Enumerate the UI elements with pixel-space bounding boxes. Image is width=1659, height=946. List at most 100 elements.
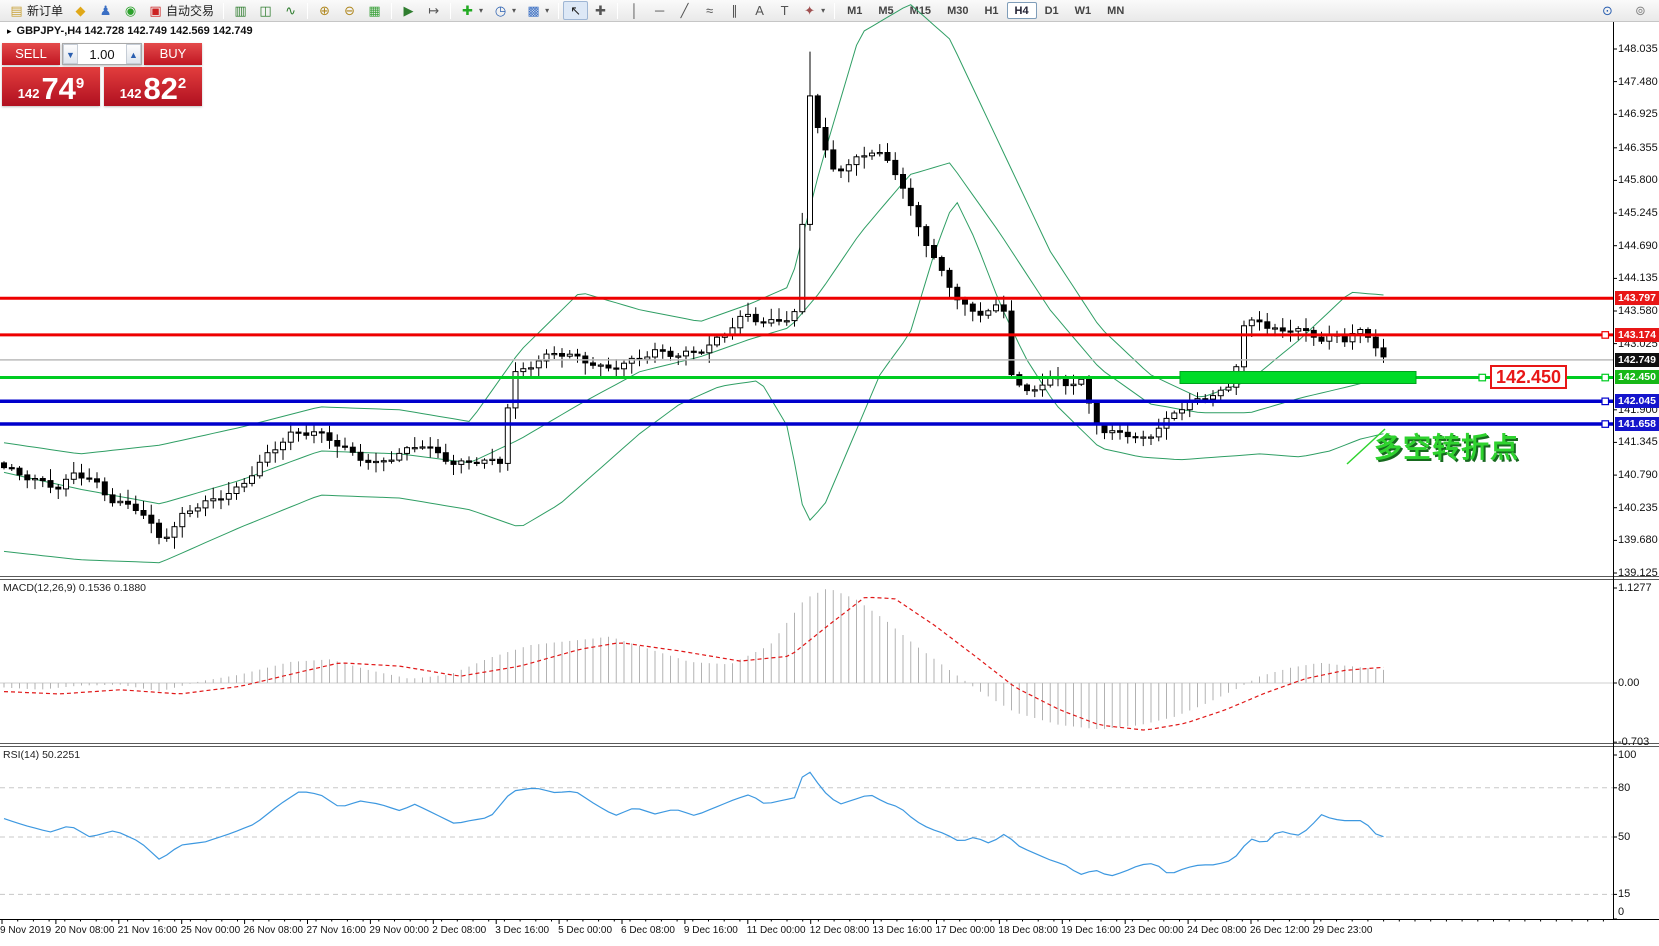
- time-tick-label: 20 Nov 08:00: [54, 925, 115, 936]
- autotrade-button[interactable]: ▣ 自动交易: [143, 1, 219, 20]
- autotrade-button-label: 自动交易: [166, 4, 215, 18]
- arrows-button[interactable]: ✦ ▾: [797, 1, 830, 20]
- chevron-down-icon[interactable]: ▾: [479, 6, 484, 15]
- search-button[interactable]: ⊙: [1595, 1, 1620, 20]
- rsi-line: [3, 771, 1384, 877]
- price-axis-line: [1613, 22, 1614, 919]
- new-order-icon: ▤: [10, 3, 23, 18]
- tile-windows-button[interactable]: ▦: [362, 1, 387, 20]
- volume-stepper: ▼ 1.00 ▲: [62, 43, 142, 65]
- price-tick-label: 146.925: [1618, 108, 1658, 121]
- new-order-button[interactable]: ▤ 新订单: [4, 1, 68, 20]
- rsi-indicator-label: RSI(14) 50.2251: [3, 749, 81, 761]
- time-tick-label: 12 Dec 08:00: [809, 925, 870, 936]
- buy-button[interactable]: BUY: [144, 43, 202, 65]
- signal-icon: ◉: [124, 3, 137, 18]
- line-chart-button[interactable]: ∿: [278, 1, 303, 20]
- line-handle[interactable]: [1601, 397, 1610, 406]
- price-tick-label: 139.680: [1618, 534, 1658, 547]
- chevron-down-icon[interactable]: ▾: [512, 6, 517, 15]
- sell-button[interactable]: SELL: [2, 43, 60, 65]
- timeframe-button-m30[interactable]: M30: [947, 5, 969, 17]
- time-tick-label: 18 Dec 08:00: [998, 925, 1058, 936]
- horizontal-line-button[interactable]: ─: [647, 1, 672, 20]
- timeframe-button-m5[interactable]: M5: [878, 5, 894, 17]
- time-tick-label: 29 Dec 23:00: [1312, 925, 1373, 936]
- sell-price-box[interactable]: 142 74 9: [2, 67, 100, 106]
- price-level-text-label[interactable]: 142.450: [1490, 365, 1567, 389]
- cursor-button[interactable]: ↖: [563, 1, 589, 20]
- turning-point-annotation[interactable]: 多空转折点: [1374, 432, 1520, 463]
- buy-price-sup: 2: [177, 75, 187, 92]
- price-tick-label: 140.790: [1618, 469, 1658, 482]
- timeframe-button-mn[interactable]: MN: [1107, 5, 1125, 17]
- toolbar-separator: [223, 2, 225, 19]
- trendline-button[interactable]: ╱: [672, 1, 697, 20]
- channel-button[interactable]: ∥: [722, 1, 747, 20]
- annotation-pointer-line[interactable]: [1346, 428, 1386, 465]
- chart-shift-icon: ↦: [428, 3, 439, 18]
- timeframe-button-d1[interactable]: D1: [1044, 5, 1059, 17]
- signals-button[interactable]: ◉: [118, 1, 143, 20]
- auto-scroll-button[interactable]: ▶: [396, 1, 421, 20]
- volume-input[interactable]: 1.00: [89, 46, 115, 62]
- chevron-down-icon[interactable]: ▾: [821, 6, 826, 15]
- new-chart-button[interactable]: ✚ ▾: [455, 1, 488, 20]
- label-button[interactable]: T: [772, 1, 797, 20]
- time-tick-label: 11 Dec 00:00: [746, 925, 806, 936]
- price-tick-label: 144.690: [1618, 239, 1658, 252]
- candlestick-button[interactable]: ◫: [253, 1, 278, 20]
- chevron-down-icon[interactable]: ▾: [545, 6, 550, 15]
- time-tick-label: 17 Dec 00:00: [935, 925, 996, 936]
- time-tick-label: 21 Nov 16:00: [117, 925, 178, 936]
- sell-price-sup: 9: [75, 75, 85, 92]
- pane-divider-macd[interactable]: [0, 576, 1659, 580]
- zoom-in-button[interactable]: ⊕: [312, 1, 337, 20]
- periods-button[interactable]: ◷ ▾: [488, 1, 521, 20]
- new-order-button-label: 新订单: [27, 4, 64, 18]
- toolbar-separator: [617, 2, 619, 19]
- macd-tick-label: -0.703: [1618, 736, 1650, 749]
- template-icon: ▩: [527, 3, 540, 18]
- zoom-out-button[interactable]: ⊖: [337, 1, 362, 20]
- timeframe-button-m1[interactable]: M1: [847, 5, 863, 17]
- line-handle[interactable]: [1478, 373, 1487, 382]
- buy-price-box[interactable]: 142 82 2: [104, 67, 202, 106]
- comments-button[interactable]: ⊚: [1628, 1, 1653, 20]
- price-tick-label: 139.125: [1618, 567, 1658, 579]
- timeframe-button-h1[interactable]: H1: [984, 5, 999, 17]
- templates-button[interactable]: ▩ ▾: [521, 1, 554, 20]
- time-tick-label: 6 Dec 08:00: [621, 925, 675, 936]
- arrows-icon: ✦: [804, 3, 816, 18]
- line-handle[interactable]: [1601, 420, 1610, 428]
- toolbar: ▤ 新订单 ◆ ♟ ◉ ▣ 自动交易 ▥ ◫ ∿ ⊕ ⊖ ▦ ▶ ↦ ✚ ▾ ◷ ▾ ▩ ▾ ↖ ✚ │ ─ ╱ ≈ ∥ A T ✦ ▾ M1 M…: [0, 0, 1659, 22]
- data-window-button[interactable]: ♟: [93, 1, 118, 20]
- hline-icon: ─: [654, 3, 665, 18]
- price-tick-label: 146.355: [1618, 141, 1658, 154]
- bar-chart-button[interactable]: ▥: [228, 1, 253, 20]
- time-tick-label: 9 Nov 2019: [0, 925, 52, 936]
- sell-price-prefix: 142: [17, 86, 40, 101]
- crosshair-button[interactable]: ✚: [588, 1, 613, 20]
- candlestick-icon: ◫: [259, 3, 272, 18]
- timeframe-button-w1[interactable]: W1: [1074, 5, 1092, 17]
- line-handle[interactable]: [1601, 373, 1610, 382]
- volume-decrease-button[interactable]: ▼: [63, 44, 78, 64]
- pane-divider-rsi[interactable]: [0, 743, 1659, 747]
- rsi-tick-label: 15: [1618, 888, 1631, 901]
- vertical-line-button[interactable]: │: [622, 1, 647, 20]
- timeframe-button-h4[interactable]: H4: [1006, 2, 1037, 19]
- bar-chart-icon: ▥: [234, 3, 247, 18]
- volume-increase-button[interactable]: ▲: [126, 44, 141, 64]
- fibonacci-button[interactable]: ≈: [697, 1, 722, 20]
- text-button[interactable]: A: [747, 1, 772, 20]
- new-chart-icon: ✚: [462, 3, 473, 18]
- chart-shift-button[interactable]: ↦: [421, 1, 446, 20]
- toolbar-right-group: ⊙ ⊚: [1595, 1, 1653, 20]
- rsi-tick-label: 100: [1618, 749, 1637, 761]
- support-highlight-bar[interactable]: [1179, 371, 1417, 384]
- line-handle[interactable]: [1601, 331, 1610, 339]
- sell-price-big: 74: [41, 71, 76, 106]
- market-watch-button[interactable]: ◆: [68, 1, 93, 20]
